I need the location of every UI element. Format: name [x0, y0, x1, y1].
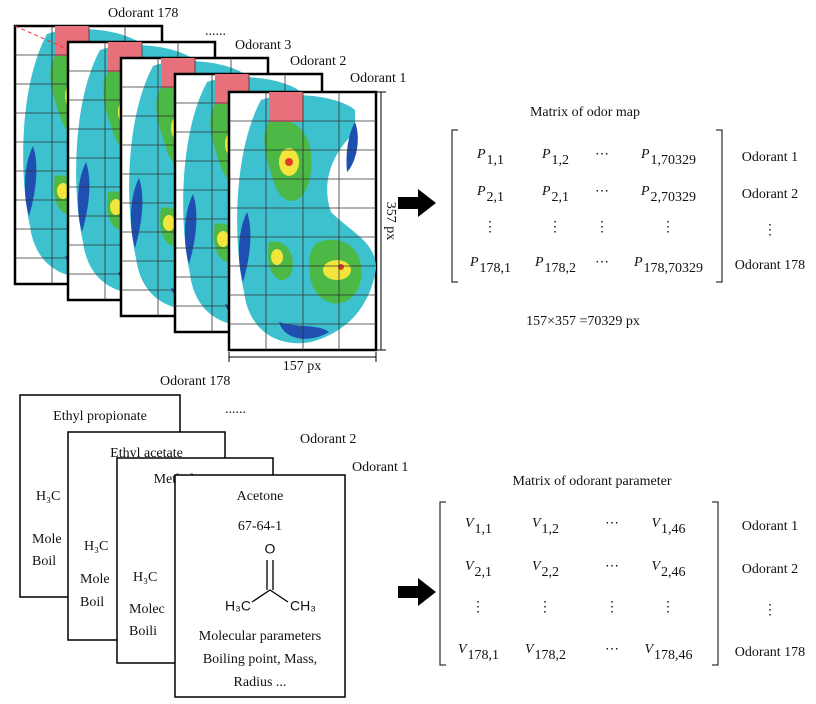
odorant-label: Odorant 3 — [235, 38, 291, 53]
matrix-title: Matrix of odorant parameter — [513, 474, 672, 489]
matrix-symbol: P — [633, 255, 643, 270]
matrix-subscript: 2,1 — [552, 190, 570, 205]
matrix-symbol: V — [532, 516, 542, 531]
bracket — [452, 130, 458, 282]
card-text: Mole — [80, 572, 110, 587]
odor-map-stack — [15, 26, 386, 362]
matrix-subscript: 178,1 — [468, 648, 500, 663]
matrix-symbol: P — [541, 184, 551, 199]
matrix-symbol: V — [525, 642, 535, 657]
matrix-ellipsis: ⋮ — [471, 600, 485, 615]
matrix-subscript: 1,2 — [552, 153, 570, 168]
matrix-symbol: V — [651, 559, 661, 574]
card-text: Boiling point, Mass, — [203, 652, 317, 667]
row-label: Odorant 178 — [735, 258, 805, 273]
card-title: Acetone — [237, 489, 284, 504]
matrix-symbol: V — [458, 642, 468, 657]
matrix-symbol: V — [651, 516, 661, 531]
matrix-ellipsis: ⋯ — [595, 184, 609, 199]
bracket — [440, 502, 446, 665]
matrix-subscript: 178,2 — [545, 261, 577, 276]
odorant-label: Odorant 1 — [352, 460, 408, 475]
width-label: 157 px — [283, 359, 322, 374]
row-label: Odorant 2 — [742, 562, 798, 577]
row-label: Odorant 2 — [742, 187, 798, 202]
bracket — [716, 130, 722, 282]
matrix-symbol: V — [644, 642, 654, 657]
matrix-caption: 157×357 =70329 px — [526, 314, 640, 329]
matrix-ellipsis: ⋯ — [595, 147, 609, 162]
matrix-symbol: V — [465, 516, 475, 531]
matrix-subscript: 1,2 — [542, 522, 560, 537]
matrix-subscript: 1,1 — [487, 153, 505, 168]
card-text: Radius ... — [234, 675, 287, 690]
atom-label: CH₃ — [290, 598, 316, 614]
card-title: Ethyl propionate — [53, 409, 147, 424]
matrix-subscript: 1,46 — [661, 522, 686, 537]
matrix-symbol: V — [532, 559, 542, 574]
odorant-label: Odorant 178 — [108, 6, 178, 21]
arrow — [398, 578, 436, 606]
matrix-symbol: V — [465, 559, 475, 574]
matrix-ellipsis: ⋮ — [548, 220, 562, 235]
matrix-subscript: 178,70329 — [644, 261, 704, 276]
row-label: Odorant 178 — [735, 645, 805, 660]
matrix-symbol: P — [640, 184, 650, 199]
row-label: Odorant 1 — [742, 150, 798, 165]
cas-number: 67-64-1 — [238, 519, 282, 534]
matrix-subscript: 2,1 — [475, 565, 493, 580]
odorant-label: ...... — [225, 402, 246, 417]
matrix-title: Matrix of odor map — [530, 105, 640, 120]
card-text: Mole — [32, 532, 62, 547]
card-text: Boili — [129, 624, 157, 639]
matrix-subscript: 2,70329 — [651, 190, 697, 205]
card-text: H₃C — [133, 570, 157, 585]
matrix-subscript: 2,2 — [542, 565, 560, 580]
odorant-label: Odorant 2 — [290, 54, 346, 69]
card-text: Molecular parameters — [199, 629, 321, 644]
matrix-ellipsis: ⋮ — [661, 220, 675, 235]
row-label: Odorant 1 — [742, 519, 798, 534]
matrix-ellipsis: ⋮ — [661, 600, 675, 615]
matrix-ellipsis: ⋮ — [483, 220, 497, 235]
odorant-label: ...... — [205, 24, 226, 39]
matrix-ellipsis: ⋯ — [595, 255, 609, 270]
atom-label: O — [265, 541, 276, 557]
card-text: H₃C — [84, 539, 108, 554]
matrix-subscript: 2,1 — [487, 190, 505, 205]
bracket — [712, 502, 718, 665]
matrix-symbol: P — [476, 147, 486, 162]
matrix-ellipsis: ⋮ — [538, 600, 552, 615]
row-label: ⋮ — [763, 603, 777, 618]
matrix-ellipsis: ⋯ — [605, 642, 619, 657]
matrix-symbol: P — [640, 147, 650, 162]
odorant-label: Odorant 178 — [160, 374, 230, 389]
card-text: Molec — [129, 602, 165, 617]
odorant-label: Odorant 2 — [300, 432, 356, 447]
matrix-ellipsis: ⋯ — [605, 559, 619, 574]
matrix-symbol: P — [469, 255, 479, 270]
matrix-subscript: 2,46 — [661, 565, 686, 580]
matrix-subscript: 178,2 — [535, 648, 567, 663]
matrix-symbol: P — [534, 255, 544, 270]
matrix-subscript: 178,46 — [654, 648, 693, 663]
atom-label: H₃C — [225, 598, 251, 614]
card-text: H₃C — [36, 489, 60, 504]
matrix-symbol: P — [541, 147, 551, 162]
figure: Ethyl propionateH₃CMoleBoilEthyl acetate… — [0, 0, 816, 704]
matrix-subscript: 178,1 — [480, 261, 512, 276]
card-text: Boil — [80, 595, 104, 610]
matrix-ellipsis: ⋮ — [595, 220, 609, 235]
arrow — [398, 189, 436, 217]
matrix-ellipsis: ⋮ — [605, 600, 619, 615]
card-text: Boil — [32, 554, 56, 569]
matrix-symbol: P — [476, 184, 486, 199]
matrix-ellipsis: ⋯ — [605, 516, 619, 531]
matrix-subscript: 1,1 — [475, 522, 493, 537]
row-label: ⋮ — [763, 223, 777, 238]
odorant-label: Odorant 1 — [350, 71, 406, 86]
height-label: 357 px — [383, 202, 398, 241]
matrix-subscript: 1,70329 — [651, 153, 697, 168]
